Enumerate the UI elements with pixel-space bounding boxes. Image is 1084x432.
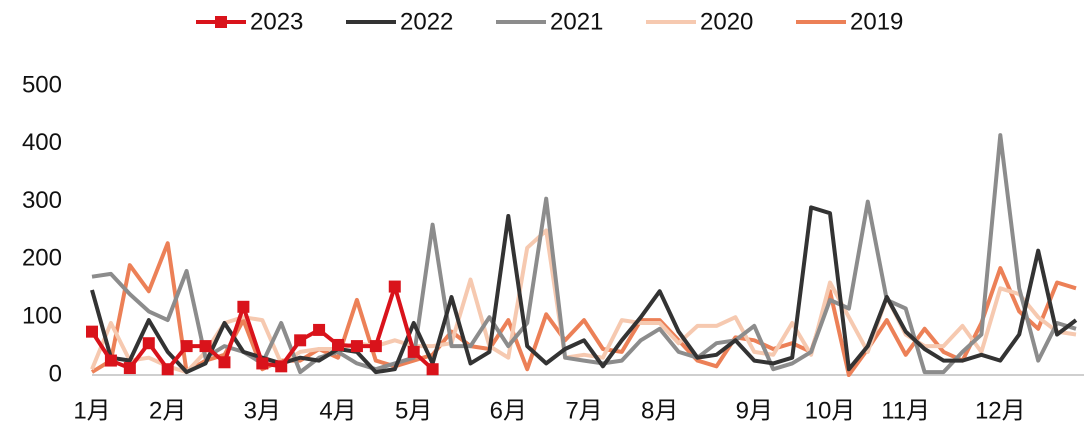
point-marker bbox=[218, 356, 231, 369]
point-marker bbox=[350, 340, 363, 353]
point-marker bbox=[180, 340, 193, 353]
point-marker bbox=[161, 363, 174, 376]
y-tick-label: 200 bbox=[22, 245, 62, 272]
series-line bbox=[90, 205, 1078, 375]
legend-label: 2023 bbox=[250, 8, 303, 35]
x-tick-label: 8月 bbox=[641, 397, 678, 424]
x-tick-label: 2月 bbox=[149, 397, 186, 424]
x-tick-label: 10月 bbox=[805, 397, 856, 424]
y-tick-label: 500 bbox=[22, 71, 62, 98]
point-marker bbox=[313, 323, 326, 336]
x-tick-label: 11月 bbox=[881, 397, 930, 424]
point-marker bbox=[369, 340, 382, 353]
x-tick-label: 3月 bbox=[244, 397, 281, 424]
x-tick-label: 9月 bbox=[736, 397, 773, 424]
point-marker bbox=[199, 340, 212, 353]
point-marker bbox=[256, 357, 269, 370]
point-marker bbox=[332, 338, 344, 351]
y-tick-label: 400 bbox=[22, 129, 62, 156]
point-marker bbox=[275, 360, 288, 373]
series-line bbox=[91, 133, 1077, 375]
x-tick-label: 6月 bbox=[490, 397, 527, 424]
point-marker bbox=[407, 345, 420, 358]
y-tick-label: 300 bbox=[22, 187, 62, 214]
x-tick-label: 12月 bbox=[975, 397, 1026, 424]
x-tick-label: 1月 bbox=[73, 397, 110, 424]
point-marker bbox=[142, 337, 155, 350]
point-marker bbox=[426, 363, 439, 376]
legend-label: 2020 bbox=[700, 8, 753, 35]
y-tick-label: 100 bbox=[22, 303, 62, 330]
x-tick-label: 4月 bbox=[319, 397, 356, 424]
x-tick-label: 5月 bbox=[395, 397, 432, 424]
series-line bbox=[90, 241, 1077, 377]
point-marker bbox=[388, 280, 401, 293]
legend-label: 2019 bbox=[850, 8, 903, 35]
point-marker bbox=[123, 362, 136, 375]
legend-marker bbox=[215, 16, 227, 28]
point-marker bbox=[237, 300, 250, 313]
point-marker bbox=[104, 354, 117, 367]
y-tick-label: 0 bbox=[49, 360, 62, 387]
legend-label: 2022 bbox=[400, 8, 453, 35]
point-marker bbox=[294, 334, 307, 347]
legend-label: 2021 bbox=[550, 8, 603, 35]
point-marker bbox=[86, 325, 98, 338]
x-tick-label: 7月 bbox=[565, 397, 602, 424]
